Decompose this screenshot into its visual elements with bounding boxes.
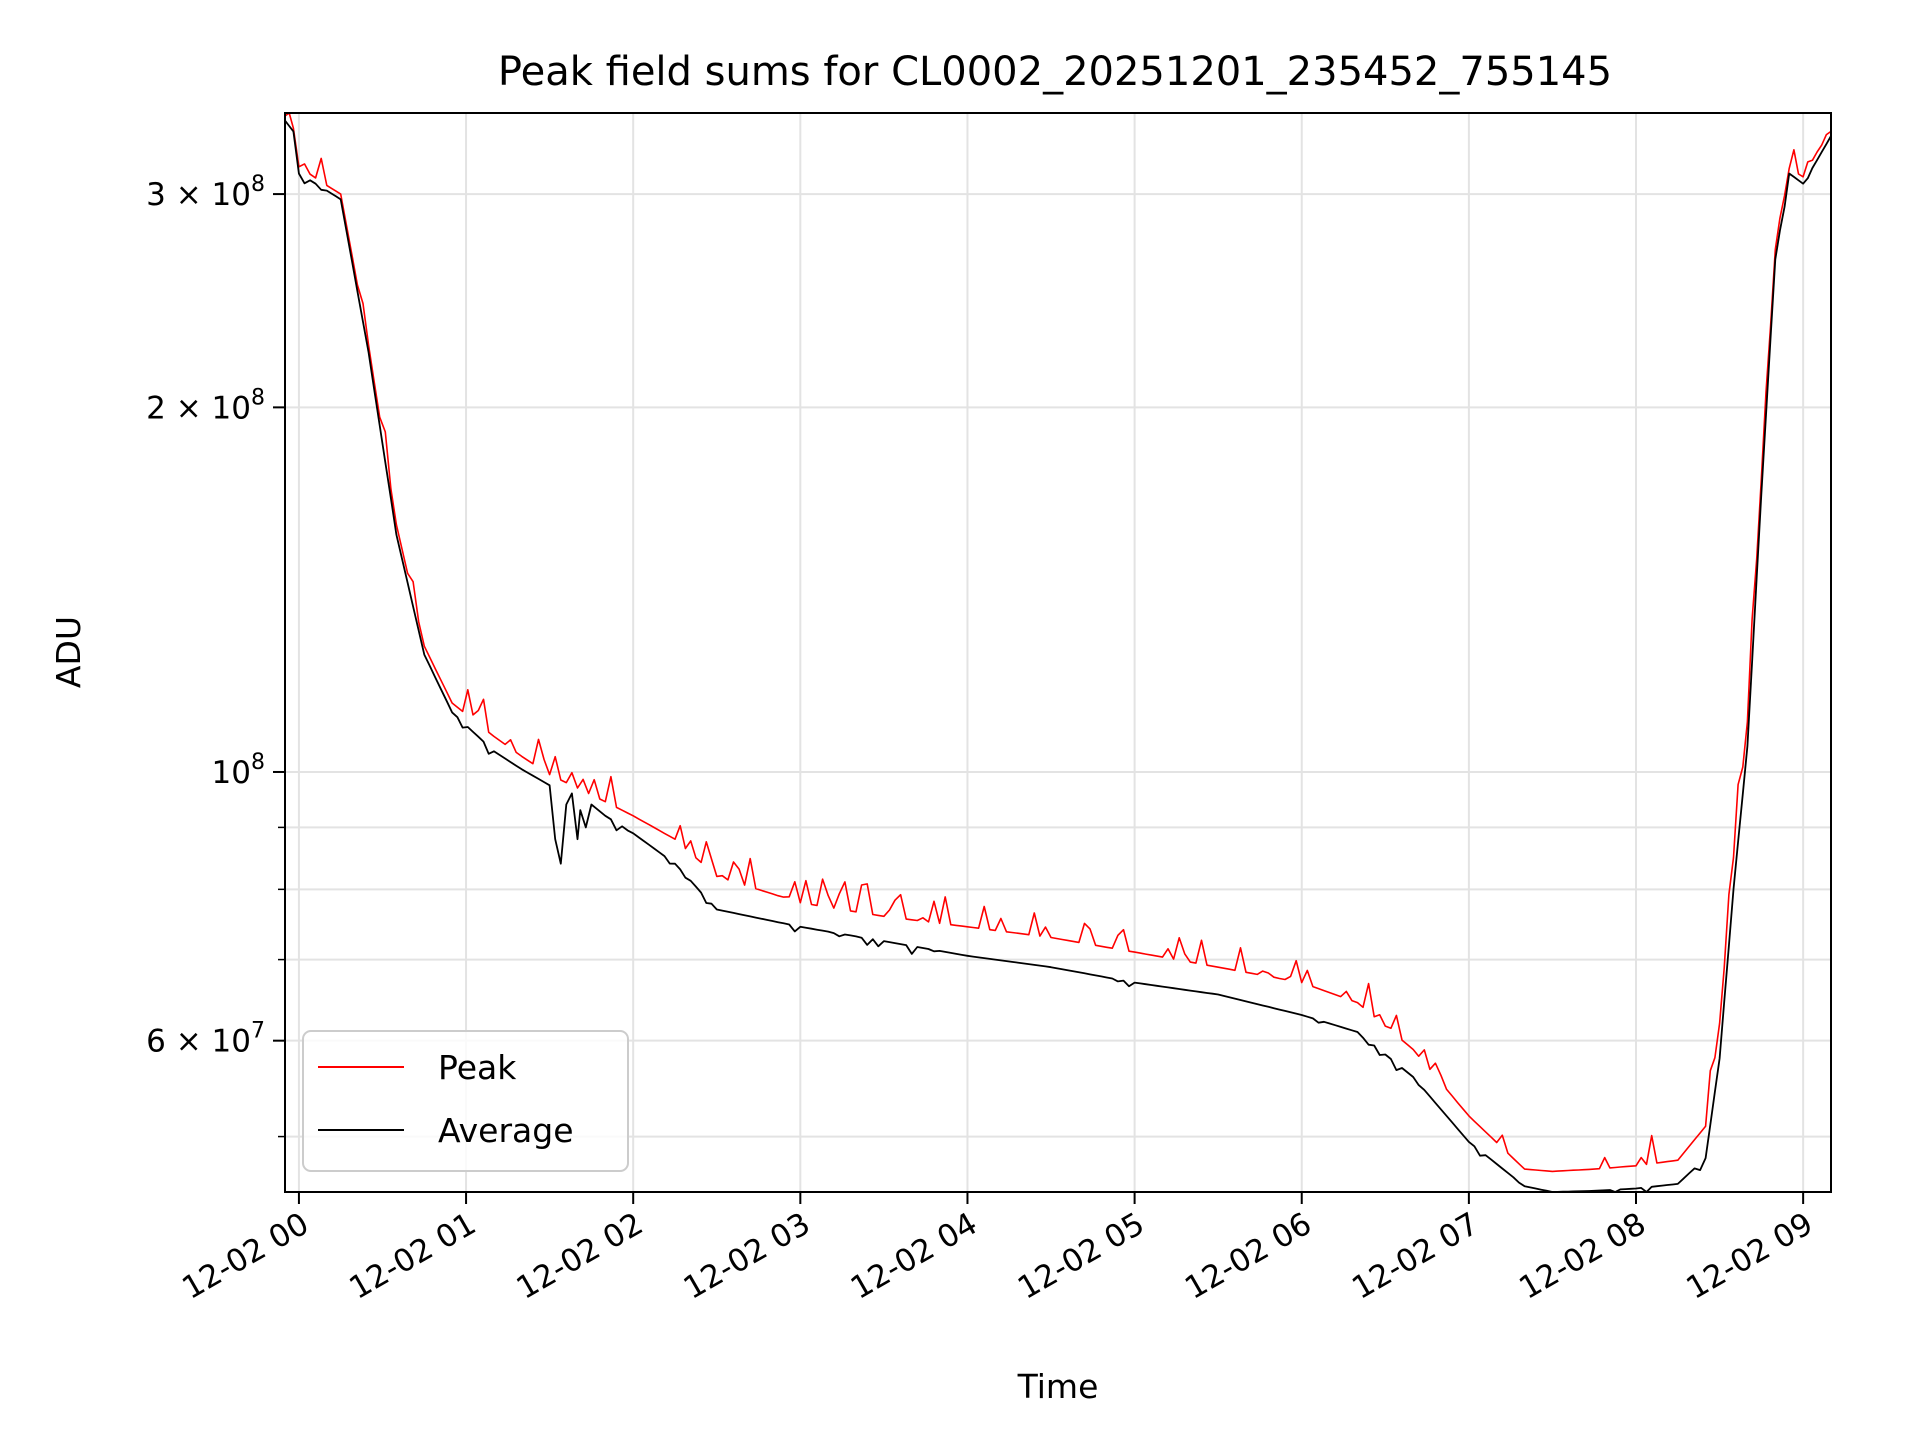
y-tick-label: 6 × 107 bbox=[146, 1019, 265, 1060]
y-tick-label: 108 bbox=[212, 750, 265, 791]
legend-label-average: Average bbox=[438, 1111, 574, 1150]
y-axis-label: ADU bbox=[49, 616, 88, 688]
series-line-peak bbox=[284, 112, 1832, 1173]
legend-label-peak: Peak bbox=[438, 1048, 517, 1087]
series-layer bbox=[284, 112, 1832, 1193]
grid bbox=[285, 113, 1831, 1192]
chart-title: Peak field sums for CL0002_20251201_2354… bbox=[498, 49, 1612, 95]
plot-frame bbox=[284, 112, 1832, 1193]
y-tick-label: 3 × 108 bbox=[146, 172, 265, 213]
legend: Peak Average bbox=[302, 1030, 629, 1172]
y-tick-label: 2 × 108 bbox=[146, 385, 265, 426]
series-line-average bbox=[284, 120, 1832, 1193]
x-axis-label: Time bbox=[1017, 1367, 1099, 1406]
